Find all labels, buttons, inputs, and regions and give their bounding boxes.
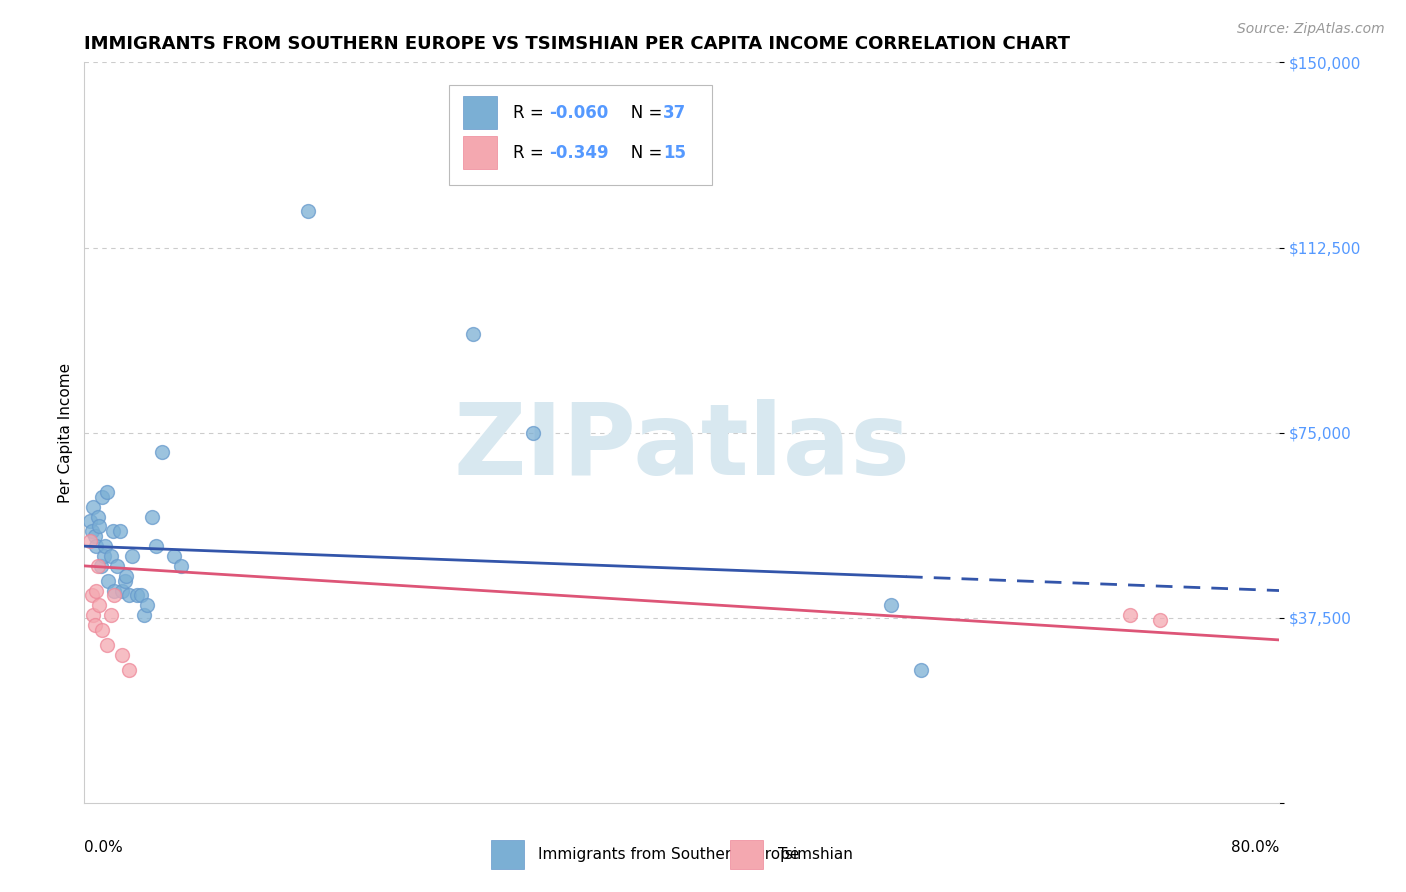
Y-axis label: Per Capita Income: Per Capita Income (58, 362, 73, 503)
FancyBboxPatch shape (491, 840, 524, 870)
Point (91, 490, 114, 504)
Text: Source: ZipAtlas.com: Source: ZipAtlas.com (1237, 22, 1385, 37)
Point (100, 608, 122, 623)
Point (145, 539, 167, 553)
Point (97, 574, 120, 588)
Point (910, 663, 932, 677)
Point (89, 519, 111, 533)
Text: Immigrants from Southern Europe: Immigrants from Southern Europe (538, 847, 800, 863)
Point (79, 534, 101, 549)
Point (87, 558, 110, 573)
Text: 80.0%: 80.0% (1232, 840, 1279, 855)
Point (82, 500, 104, 514)
Point (93, 549, 115, 563)
Point (121, 549, 143, 563)
Point (94, 539, 117, 553)
Point (80, 589, 103, 603)
Text: 15: 15 (662, 144, 686, 161)
Text: -0.349: -0.349 (550, 144, 609, 161)
Text: N =: N = (614, 103, 668, 122)
Point (297, 203, 319, 218)
Point (110, 524, 132, 539)
Point (87, 509, 110, 524)
FancyBboxPatch shape (463, 96, 496, 129)
Point (83, 529, 105, 543)
Point (125, 589, 148, 603)
Text: 37: 37 (662, 103, 686, 122)
Text: Tsimshian: Tsimshian (778, 847, 852, 863)
Point (96, 484, 118, 499)
Point (105, 558, 128, 573)
Point (163, 549, 186, 563)
Text: 0.0%: 0.0% (84, 840, 124, 855)
Point (96, 638, 118, 652)
Point (86, 583, 108, 598)
Point (83, 618, 105, 632)
Point (1119, 608, 1142, 623)
Point (170, 558, 193, 573)
Point (522, 425, 544, 440)
Point (82, 608, 104, 623)
Point (91, 623, 114, 637)
Point (101, 524, 124, 539)
Point (103, 583, 125, 598)
Point (461, 326, 484, 341)
Point (150, 445, 173, 459)
Point (880, 599, 903, 613)
Text: N =: N = (614, 144, 668, 161)
Text: IMMIGRANTS FROM SOUTHERN EUROPE VS TSIMSHIAN PER CAPITA INCOME CORRELATION CHART: IMMIGRANTS FROM SOUTHERN EUROPE VS TSIMS… (84, 35, 1070, 53)
Text: R =: R = (513, 144, 550, 161)
Point (118, 589, 141, 603)
Point (129, 589, 152, 603)
FancyBboxPatch shape (449, 85, 711, 185)
Point (90, 558, 112, 573)
Point (136, 599, 159, 613)
Point (86, 539, 108, 553)
FancyBboxPatch shape (463, 136, 496, 169)
Text: ZIPatlas: ZIPatlas (454, 399, 910, 496)
Point (111, 648, 134, 662)
Point (1149, 613, 1171, 627)
Point (80, 524, 103, 539)
Point (114, 574, 136, 588)
Text: -0.060: -0.060 (550, 103, 609, 122)
Point (115, 568, 138, 582)
Point (111, 583, 134, 598)
Point (100, 549, 122, 563)
Point (89, 599, 111, 613)
FancyBboxPatch shape (730, 840, 763, 870)
Point (141, 509, 163, 524)
Point (79, 515, 101, 529)
Text: R =: R = (513, 103, 550, 122)
Point (118, 663, 141, 677)
Point (103, 589, 125, 603)
Point (132, 608, 156, 623)
